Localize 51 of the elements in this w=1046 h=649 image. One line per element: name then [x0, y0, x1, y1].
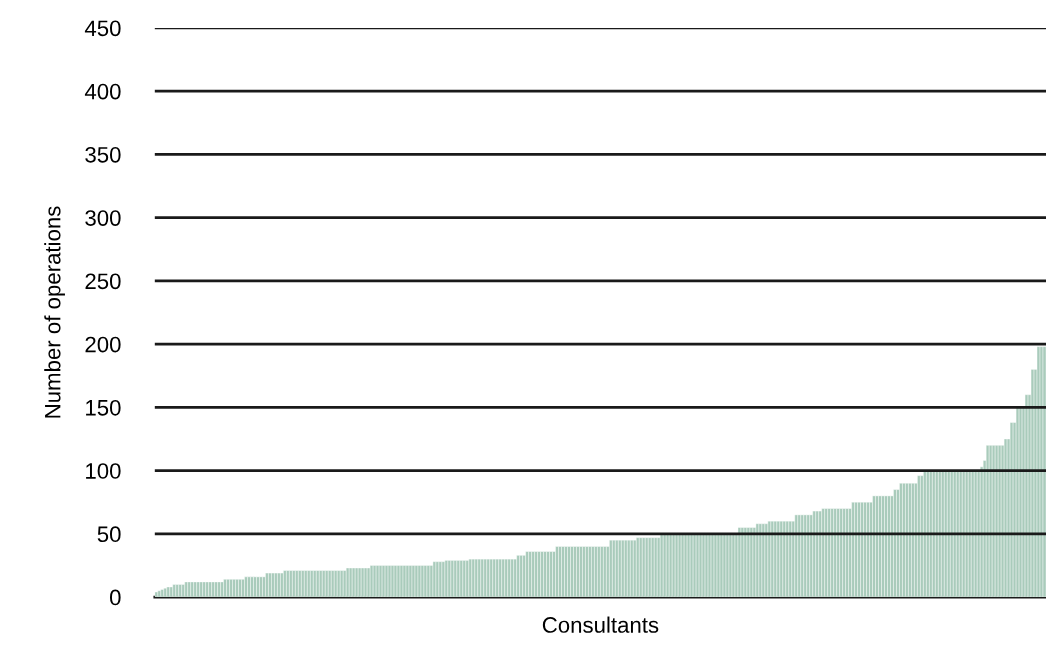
- bar: [504, 558, 508, 598]
- bar: [265, 572, 269, 598]
- y-tick-label: 400: [84, 83, 121, 100]
- bar: [208, 581, 212, 598]
- bar: [351, 567, 356, 598]
- bar: [271, 572, 275, 598]
- bar: [348, 567, 353, 598]
- y-tick-label: 50: [97, 526, 121, 543]
- bar: [202, 581, 206, 598]
- bar: [199, 581, 203, 598]
- y-tick-label: 150: [86, 399, 121, 416]
- bar: [474, 558, 478, 598]
- bar: [268, 572, 272, 598]
- x-axis-title: Consultants: [542, 616, 659, 633]
- y-tick-label: 250: [85, 273, 121, 290]
- bar: [256, 576, 260, 598]
- y-axis-title: Number of operations: [44, 206, 65, 418]
- bar: [495, 558, 499, 598]
- bar: [480, 558, 484, 598]
- bar: [262, 576, 266, 598]
- bar: [498, 558, 502, 598]
- bar: [196, 581, 200, 598]
- bar: [507, 558, 511, 598]
- bar: [489, 558, 493, 598]
- bar: [205, 581, 209, 598]
- bar: [259, 576, 263, 598]
- bar: [471, 558, 476, 598]
- bar: [247, 576, 251, 598]
- bar: [190, 581, 194, 598]
- bar: [483, 558, 487, 598]
- bar: [211, 581, 215, 598]
- bar: [217, 581, 221, 598]
- bar: [214, 581, 218, 598]
- y-tick-label: 350: [85, 146, 121, 163]
- bar: [510, 558, 514, 598]
- bar: [354, 567, 359, 598]
- bar: [193, 581, 197, 598]
- y-tick-label: 100: [86, 463, 121, 479]
- bar: [253, 576, 257, 598]
- bar: [274, 572, 278, 598]
- bar: [492, 558, 496, 598]
- y-tick-label: 300: [85, 210, 121, 226]
- bar: [277, 572, 281, 598]
- bar: [486, 558, 490, 598]
- bar: [477, 558, 481, 598]
- y-tick-label: 450: [84, 20, 121, 37]
- y-tick-label: 200: [85, 336, 121, 353]
- y-tick-label: 0: [109, 589, 121, 606]
- bar: [187, 581, 191, 598]
- bar: [250, 576, 254, 598]
- bar: [501, 558, 505, 598]
